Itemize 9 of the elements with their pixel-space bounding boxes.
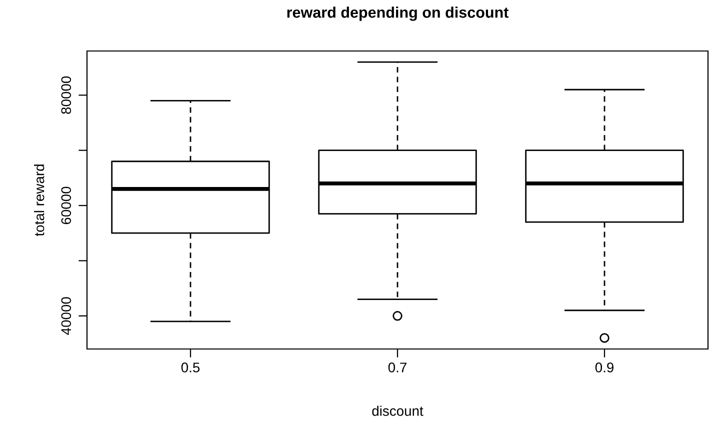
x-axis-title: discount	[372, 406, 424, 416]
chart-title: reward depending on discount	[287, 6, 509, 21]
y-tick-label: 60000	[61, 186, 72, 224]
y-tick-label: 40000	[61, 297, 72, 335]
x-tick-label: 0.9	[595, 362, 614, 372]
x-tick-label: 0.5	[181, 362, 200, 372]
x-tick-label: 0.7	[388, 362, 406, 372]
y-axis-title: total reward	[34, 164, 44, 236]
y-tick-label: 80000	[61, 76, 72, 114]
